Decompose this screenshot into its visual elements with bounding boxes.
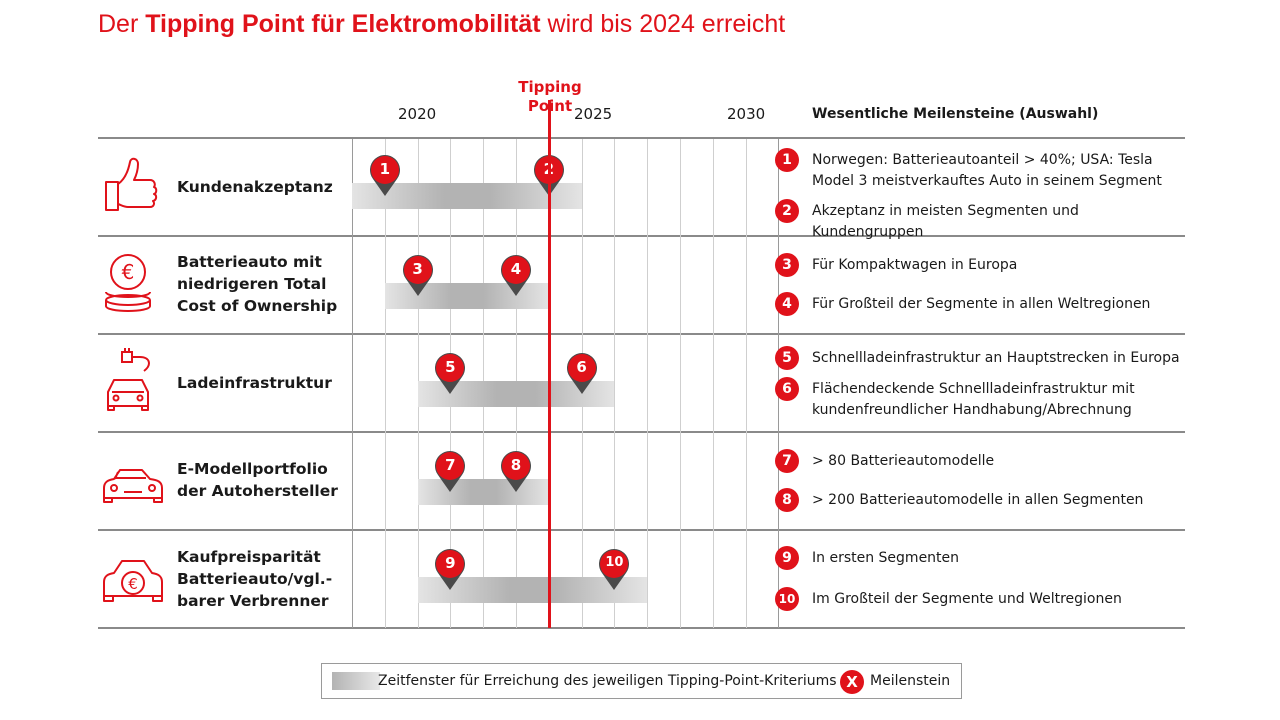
- car-icon: [98, 444, 168, 514]
- tipping-point-line: [548, 100, 551, 628]
- milestone-pin-number: 9: [445, 554, 456, 572]
- milestone-pin: 5: [434, 353, 466, 395]
- milestone-number-badge: 2: [775, 199, 799, 223]
- milestone-text: Für Großteil der Segmente in allen Weltr…: [812, 296, 1151, 312]
- year-gridline: [745, 139, 747, 628]
- milestone-pin: 1: [369, 155, 401, 197]
- milestone-pin-number: 6: [576, 358, 587, 376]
- charging-car-icon: [98, 346, 168, 416]
- milestone-item: 5 Schnellladeinfrastruktur an Hauptstreck…: [775, 346, 1182, 370]
- milestone-text: Akzeptanz in meisten Segmenten und Kunde…: [812, 203, 1079, 240]
- milestone-pin: 4: [500, 255, 532, 297]
- year-label-2030: 2030: [727, 105, 766, 123]
- milestone-item: 3 Für Kompaktwagen in Europa: [775, 253, 1182, 277]
- milestone-text: Im Großteil der Segmente und Weltregione…: [812, 591, 1122, 607]
- legend-milestone-label: Meilenstein: [870, 673, 951, 689]
- thumbs-up-icon: [98, 150, 168, 220]
- year-gridline: [680, 139, 681, 628]
- criterion-label: E-Modellportfolio der Autohersteller: [177, 458, 338, 502]
- milestone-text: Schnellladeinfrastruktur an Hauptstrecke…: [812, 350, 1180, 366]
- milestone-pin-number: 4: [510, 260, 522, 278]
- criterion-line: Ladeinfrastruktur: [177, 374, 332, 392]
- page-title: Der Tipping Point für Elektromobilität w…: [98, 10, 786, 38]
- milestone-number-badge: 3: [775, 253, 799, 277]
- milestone-pin-number: 1: [379, 160, 391, 178]
- year-gridline: [384, 139, 386, 628]
- euro-coins-icon: €: [98, 248, 168, 318]
- legend: Zeitfenster für Erreichung des jeweilige…: [321, 663, 962, 699]
- milestone-number-badge: 10: [775, 587, 799, 611]
- year-gridline: [352, 139, 353, 628]
- milestone-text: Für Kompaktwagen in Europa: [812, 257, 1018, 273]
- milestone-item: 6 Flächendeckende Schnellladeinfrastruktu…: [775, 377, 1182, 421]
- milestone-text: > 80 Batterieautomodelle: [812, 453, 995, 469]
- criterion-line: der Autohersteller: [177, 482, 338, 500]
- year-gridline: [614, 139, 616, 628]
- milestone-text: > 200 Batterieautomodelle in allen Segme…: [812, 492, 1144, 508]
- criterion-line: barer Verbrenner: [177, 592, 329, 610]
- milestone-number-badge: 5: [775, 346, 799, 370]
- criterion-line: E-Modellportfolio: [177, 460, 328, 478]
- legend-window-swatch: [332, 672, 380, 690]
- row-divider: [98, 235, 1185, 237]
- milestone-text: Flächendeckende Schnellladeinfrastruktur…: [812, 381, 1135, 418]
- milestone-item: 9 In ersten Segmenten: [775, 546, 1182, 570]
- milestone-text: Norwegen: Batterieautoanteil > 40%; USA:…: [812, 152, 1162, 189]
- criterion-line: Kundenakzeptanz: [177, 178, 333, 196]
- criterion-label: Batterieauto mit niedrigeren Total Cost of…: [177, 251, 337, 317]
- row-divider: [98, 529, 1185, 531]
- milestone-pin-number: 5: [445, 358, 456, 376]
- criterion-label: Ladeinfrastruktur: [177, 372, 332, 394]
- euro-car-icon: €: [98, 542, 168, 612]
- milestone-number-badge: 9: [775, 546, 799, 570]
- milestone-pin-number: 3: [412, 260, 423, 278]
- milestone-number-badge: 1: [775, 148, 799, 172]
- milestone-pin-number: 8: [510, 456, 522, 474]
- milestone-item: 10 Im Großteil der Segmente und Weltregio…: [775, 587, 1182, 611]
- milestone-pin: 9: [434, 549, 466, 591]
- milestone-pin-number: 7: [445, 456, 456, 474]
- year-gridline: [647, 139, 649, 628]
- milestone-text: In ersten Segmenten: [812, 550, 960, 566]
- milestone-number-badge: 4: [775, 292, 799, 316]
- row-divider: [98, 333, 1185, 335]
- milestone-item: 2 Akzeptanz in meisten Segmenten und Kund…: [775, 199, 1182, 243]
- milestone-number-badge: 8: [775, 488, 799, 512]
- milestone-pin: 3: [402, 255, 434, 297]
- time-window-bar: [417, 479, 549, 505]
- milestone-pin-number: 10: [605, 555, 624, 570]
- milestone-number-badge: 6: [775, 377, 799, 401]
- milestone-pin: 6: [566, 353, 598, 395]
- row-divider: [98, 431, 1185, 433]
- milestone-pin: 7: [434, 451, 466, 493]
- milestone-item: 8 > 200 Batterieautomodelle in allen Segm…: [775, 488, 1182, 512]
- milestone-pin: 10: [598, 549, 630, 591]
- criterion-line: niedrigeren Total: [177, 275, 327, 293]
- legend-window-label: Zeitfenster für Erreichung des jeweilige…: [378, 673, 837, 689]
- svg-text:€: €: [122, 260, 135, 284]
- criterion-label: Kundenakzeptanz: [177, 176, 333, 198]
- milestone-number-badge: 7: [775, 449, 799, 473]
- row-divider: [98, 137, 1185, 139]
- row-divider: [98, 627, 1185, 629]
- year-label-2025: 2025: [574, 105, 613, 123]
- milestones-header: Wesentliche Meilensteine (Auswahl): [812, 106, 1099, 122]
- year-gridline: [712, 139, 714, 628]
- milestone-item: 4 Für Großteil der Segmente in allen Welt…: [775, 292, 1182, 316]
- criterion-label: Kaufpreisparität Batterieauto/vgl.- barer …: [177, 546, 332, 612]
- criterion-line: Batterieauto/vgl.-: [177, 570, 333, 588]
- milestone-item: 7 > 80 Batterieautomodelle: [775, 449, 1182, 473]
- year-label-2020: 2020: [398, 105, 437, 123]
- criterion-line: Cost of Ownership: [177, 297, 338, 315]
- criterion-line: Batterieauto mit: [177, 253, 322, 271]
- legend-milestone-symbol: X: [840, 670, 864, 694]
- svg-text:€: €: [128, 575, 138, 593]
- criterion-line: Kaufpreisparität: [177, 548, 321, 566]
- milestone-pin: 8: [500, 451, 532, 493]
- milestone-item: 1 Norwegen: Batterieautoanteil > 40%; USA…: [775, 148, 1182, 192]
